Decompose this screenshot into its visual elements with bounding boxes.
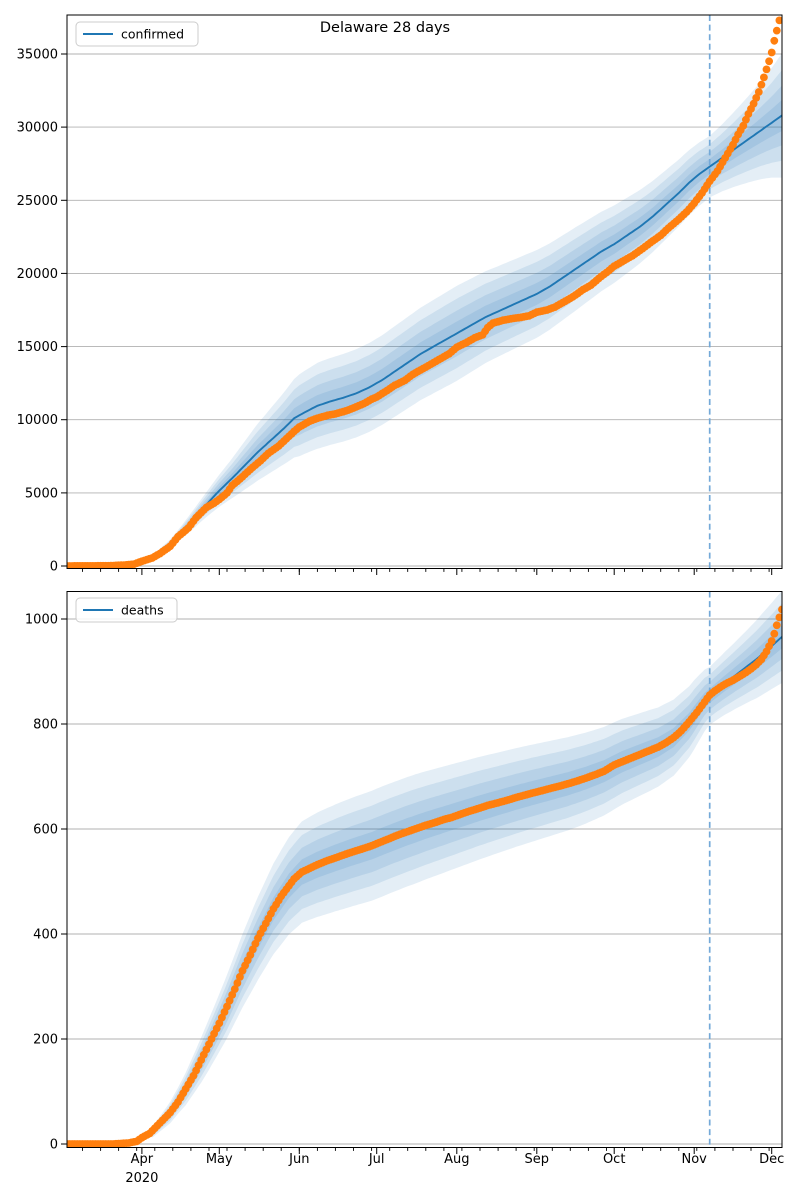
deaths-y-axis-ticks: 0 200 400 600 800 1000 xyxy=(25,613,67,1153)
band xyxy=(152,53,782,560)
legend-box xyxy=(75,21,199,47)
y-tick-label: 0 xyxy=(50,1138,58,1153)
y-tick-label: 800 xyxy=(33,718,58,733)
x-month-label: Nov xyxy=(682,1152,708,1167)
actual-dot xyxy=(765,57,773,66)
actual-dot xyxy=(778,605,782,614)
actual-dot xyxy=(760,73,768,82)
deaths-gridlines xyxy=(67,618,782,1145)
chart-title: Delaware 28 days xyxy=(320,20,450,36)
y-tick-label: 5000 xyxy=(25,486,58,501)
actual-dot xyxy=(752,94,761,102)
confirmed-actual-dots xyxy=(67,16,782,569)
actual-dot xyxy=(223,1002,231,1011)
confirmed-y-axis-ticks: 0 5000 10000 15000 20000 25000 30000 35000 xyxy=(17,48,67,575)
band xyxy=(152,614,782,1135)
actual-dot xyxy=(772,621,781,630)
band xyxy=(152,85,782,559)
legend-box xyxy=(75,597,178,623)
deaths-x-axis-ticks xyxy=(82,1147,773,1154)
y-tick-label: 35000 xyxy=(17,48,58,63)
confirmed-plot-frame xyxy=(66,14,783,569)
legend-label-deaths: deaths xyxy=(121,603,164,618)
x-month-label: Sep xyxy=(525,1152,550,1167)
deaths-legend: deaths xyxy=(75,597,178,623)
actual-dot xyxy=(236,973,244,981)
y-tick-label: 400 xyxy=(33,928,58,943)
y-tick-label: 1000 xyxy=(25,613,58,628)
x-month-label: Aug xyxy=(444,1152,469,1167)
band xyxy=(152,591,782,1138)
actual-dot xyxy=(233,979,242,987)
y-tick-label: 15000 xyxy=(17,340,58,355)
x-month-label: May xyxy=(206,1152,233,1167)
actual-dot xyxy=(772,26,781,35)
actual-dot xyxy=(767,48,776,57)
y-tick-label: 30000 xyxy=(17,121,58,136)
actual-dot xyxy=(230,985,239,993)
chart-confirmed: 0 5000 10000 15000 20000 25000 30000 35000 conf… xyxy=(17,14,783,575)
y-tick-label: 10000 xyxy=(17,413,58,428)
band xyxy=(152,99,782,558)
actual-dot xyxy=(228,991,237,999)
y-tick-label: 20000 xyxy=(17,267,58,282)
actual-dot xyxy=(767,637,776,645)
confirmed-x-axis-ticks xyxy=(82,568,773,575)
y-tick-label: 0 xyxy=(50,560,58,575)
actual-dot xyxy=(762,65,771,74)
deaths-plot-frame xyxy=(66,591,783,1148)
x-axis-year-label: 2020 xyxy=(125,1171,158,1186)
actual-dot xyxy=(775,613,782,622)
band xyxy=(152,625,782,1134)
actual-dot xyxy=(770,629,779,638)
actual-dot xyxy=(775,16,782,25)
x-month-label: Jul xyxy=(368,1152,385,1167)
confirmed-forecast-line xyxy=(151,114,782,558)
actual-dot xyxy=(754,88,763,96)
deaths-uncertainty-bands xyxy=(152,591,782,1138)
actual-dot xyxy=(225,996,234,1005)
confirmed-gridlines xyxy=(67,53,782,567)
actual-dot xyxy=(749,99,758,108)
legend-label-confirmed: confirmed xyxy=(121,27,184,42)
x-month-label: Apr xyxy=(131,1152,154,1167)
chart-deaths: 0 200 400 600 800 1000 Apr May Jun Jul Aug Sep Oct N… xyxy=(25,591,785,1186)
y-tick-label: 25000 xyxy=(17,194,58,209)
deaths-actual-dots xyxy=(67,605,782,1148)
actual-dot xyxy=(770,36,779,45)
x-axis-month-labels: Apr May Jun Jul Aug Sep Oct Nov Dec xyxy=(131,1152,785,1167)
x-month-label: Dec xyxy=(759,1152,784,1167)
band xyxy=(152,603,782,1137)
band xyxy=(152,70,782,559)
confirmed-legend: confirmed xyxy=(75,21,199,47)
x-month-label: Jun xyxy=(288,1152,309,1167)
y-tick-label: 200 xyxy=(33,1033,58,1048)
actual-dot xyxy=(739,121,748,130)
actual-dot xyxy=(757,80,766,89)
confirmed-uncertainty-bands xyxy=(152,53,782,560)
x-month-label: Oct xyxy=(603,1152,625,1167)
y-tick-label: 600 xyxy=(33,823,58,838)
